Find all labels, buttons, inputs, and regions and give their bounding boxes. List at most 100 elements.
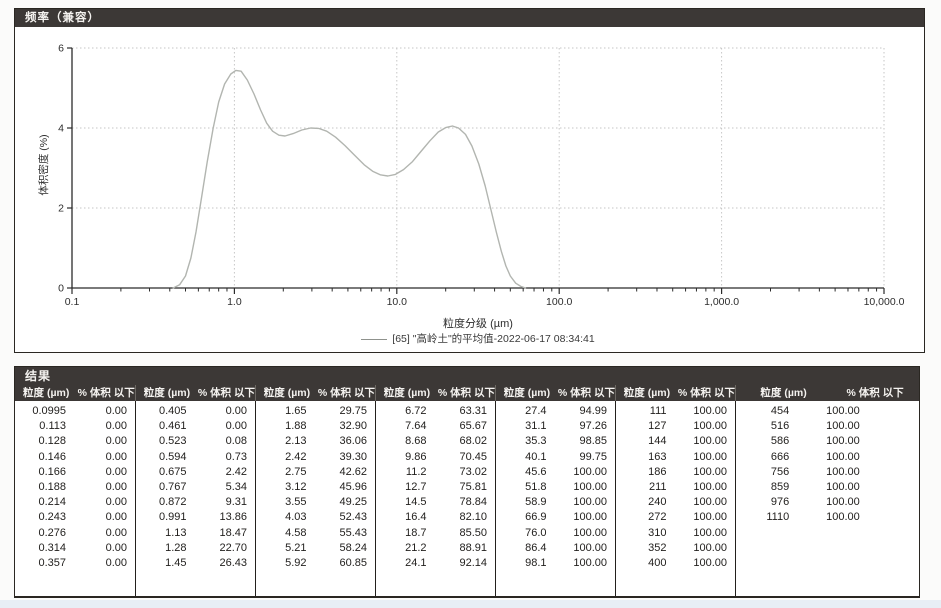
frequency-panel-header: 频率（兼容） [15,9,924,27]
table-row: 859 100.00 [736,480,919,495]
size-value: 0.214 [38,496,66,509]
table-row: 45.6 100.00 [496,465,615,480]
x-tick-label: 1,000.0 [704,296,739,308]
y-tick-label: 0 [58,283,64,295]
size-value: 40.1 [525,450,547,463]
table-row: 12.7 75.81 [376,480,495,495]
table-row: 144 100.00 [616,434,735,449]
size-value: 12.7 [405,480,427,493]
pct-value: 9.31 [225,496,247,509]
frequency-panel-title: 频率（兼容） [25,12,100,24]
pct-value: 0.00 [225,420,247,433]
frequency-curve [172,69,527,289]
size-value: 400 [648,556,667,569]
table-row: 352 100.00 [616,541,735,556]
table-row: 3.12 45.96 [256,480,375,495]
table-row: 2.42 39.30 [256,450,375,465]
size-value: 111 [649,405,667,417]
table-row: 0.166 0.00 [15,465,135,480]
bottom-strip [0,600,941,608]
results-group: 454 100.00 516 100.00 586 100.00 666 100.00 756 1… [735,401,919,596]
size-value: 21.2 [405,541,427,554]
x-tick-label: 10.0 [387,296,408,308]
size-value: 0.594 [158,450,187,463]
size-value: 0.276 [38,526,66,539]
size-value: 0.523 [158,435,187,448]
pct-value: 63.31 [459,405,487,417]
results-group-header: 粒度 (µm) % 体积 以下 [375,385,495,402]
pct-value: 0.00 [105,480,127,493]
pct-value: 100.00 [826,496,860,509]
pct-value: 0.00 [105,511,127,524]
table-row: 5.92 60.85 [256,556,375,571]
size-value: 98.1 [525,556,547,569]
pct-value: 82.10 [459,511,487,524]
size-value: 0.675 [158,465,187,478]
table-row: 127 100.00 [616,419,735,434]
size-value: 0.991 [158,511,187,524]
pct-value: 100.00 [693,480,727,493]
table-row: 1.45 26.43 [136,556,255,571]
table-row: 31.1 97.26 [496,419,615,434]
table-row: 586 100.00 [736,434,919,449]
pct-value: 75.81 [459,480,487,493]
table-row: 0.0995 0.00 [15,404,135,419]
pct-value: 100.00 [573,480,607,493]
pct-value: 39.30 [339,450,367,463]
results-group: 111 100.00 127 100.00 144 100.00 163 100.00 186 1… [615,401,735,596]
pct-column-header: % 体积 以下 [317,387,376,399]
size-value: 6.72 [405,405,427,417]
pct-value: 100.00 [693,465,727,478]
results-body: 0.0995 0.00 0.113 0.00 0.128 0.00 0.146 0.00 0.1… [15,401,919,596]
table-row: 0.128 0.00 [15,434,135,449]
table-row: 58.9 100.00 [496,495,615,510]
size-column-header: 粒度 (µm) [143,387,191,399]
pct-value: 0.00 [105,435,127,448]
frequency-panel: 频率（兼容） 0 2 4 6 0.1 1.0 10.0 100.0 1,000.0 10,000.… [14,8,925,353]
pct-column-header: % 体积 以下 [77,387,135,399]
size-value: 666 [770,450,790,463]
pct-column-header: % 体积 以下 [677,387,736,399]
results-group-header: 粒度 (µm) % 体积 以下 [735,385,919,402]
size-value: 3.55 [285,496,307,509]
pct-value: 0.00 [105,420,127,433]
size-value: 5.21 [285,541,307,554]
size-value: 4.58 [285,526,307,539]
size-value: 66.9 [525,511,547,524]
table-row: 5.21 58.24 [256,541,375,556]
table-row: 14.5 78.84 [376,495,495,510]
table-row: 111 100.00 [616,404,735,419]
size-value: 86.4 [525,541,547,554]
size-value: 516 [770,420,790,433]
y-tick-label: 4 [58,123,64,135]
legend-text: [65] "高岭土"的平均值-2022-06-17 08:34:41 [392,333,595,345]
chart-legend: [65] "高岭土"的平均值-2022-06-17 08:34:41 [72,331,884,346]
results-group: 0.0995 0.00 0.113 0.00 0.128 0.00 0.146 0.00 0.1… [15,401,135,596]
pct-value: 88.91 [459,541,487,554]
pct-column-header: % 体积 以下 [557,387,616,399]
pct-value: 0.00 [225,405,247,417]
pct-value: 55.43 [339,526,367,539]
pct-value: 0.00 [105,541,127,554]
size-value: 2.75 [285,465,307,478]
table-row: 0.523 0.08 [136,434,255,449]
pct-value: 100.00 [573,526,607,539]
size-value: 211 [648,480,667,493]
size-value: 1.45 [165,556,187,569]
pct-value: 100.00 [693,526,727,539]
pct-value: 99.75 [579,450,607,463]
size-value: 1.88 [285,420,307,433]
pct-value: 100.00 [826,511,860,524]
pct-value: 73.02 [459,465,487,478]
size-value: 51.8 [525,480,547,493]
x-tick-label: 10,000.0 [864,296,905,308]
pct-value: 0.00 [105,556,127,569]
table-row: 27.4 94.99 [496,404,615,419]
size-value: 756 [770,465,790,478]
table-row: 0.461 0.00 [136,419,255,434]
table-row: 9.86 70.45 [376,450,495,465]
pct-value: 94.99 [579,405,607,417]
y-axis-label: 体积密度 (%) [38,134,50,196]
size-value: 2.13 [285,435,307,448]
results-header-row: 粒度 (µm)% 体积 以下 粒度 (µm)% 体积 以下 粒度 (µm)% 体积 … [15,385,919,402]
